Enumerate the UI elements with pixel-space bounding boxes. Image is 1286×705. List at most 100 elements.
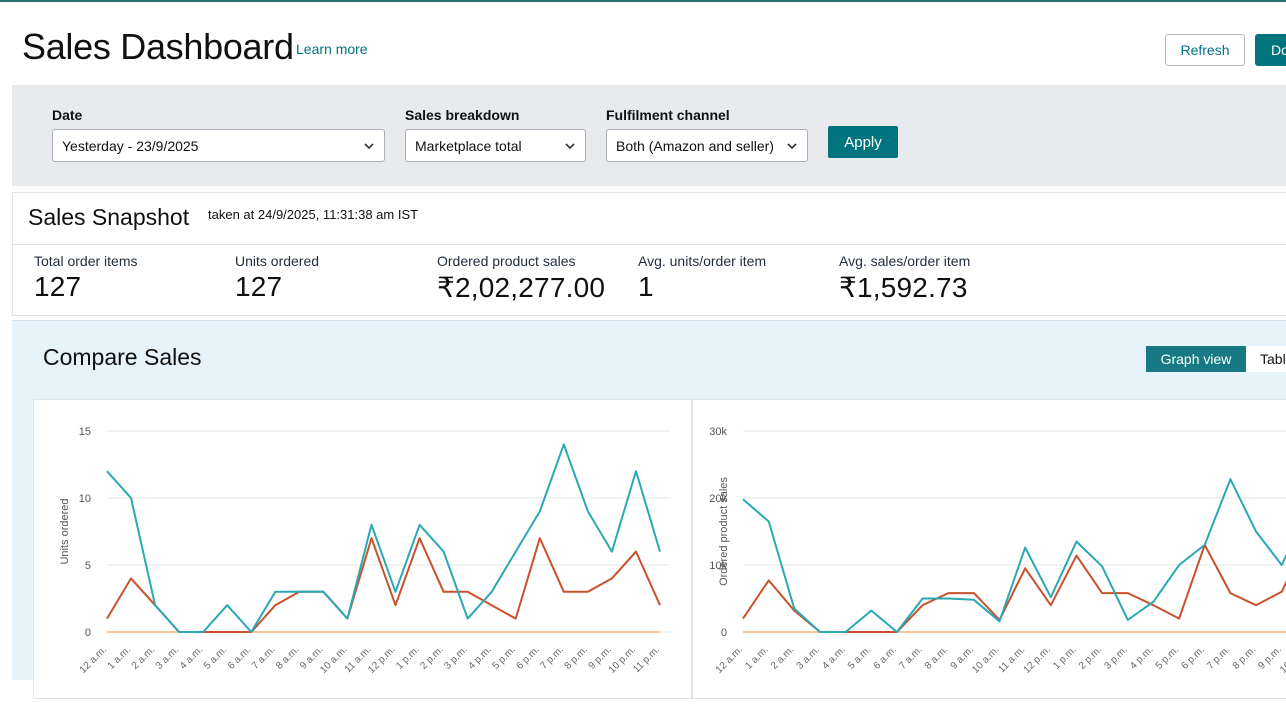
x-tick-label: 10 a.m. bbox=[318, 644, 349, 675]
fulfilment-channel-label: Fulfilment channel bbox=[606, 107, 730, 123]
x-tick-label: 3 p.m. bbox=[442, 644, 469, 671]
x-tick-label: 7 a.m. bbox=[897, 644, 924, 671]
x-tick-label: 1 p.m. bbox=[1051, 644, 1078, 671]
y-tick-label: 20k bbox=[709, 493, 727, 505]
x-tick-label: 6 a.m. bbox=[872, 644, 899, 671]
metric-value: 127 bbox=[235, 271, 283, 302]
y-tick-label: 10 bbox=[79, 493, 91, 505]
metric-value: ₹2,02,277.00 bbox=[437, 272, 606, 303]
learn-more-link[interactable]: Learn more bbox=[296, 41, 368, 57]
x-tick-label: 5 a.m. bbox=[846, 644, 873, 671]
x-tick-label: 12 a.m. bbox=[714, 644, 745, 675]
x-tick-label: 5 a.m. bbox=[202, 644, 229, 671]
sales-breakdown-label: Sales breakdown bbox=[405, 107, 520, 123]
x-tick-label: 2 a.m. bbox=[769, 644, 796, 671]
x-tick-label: 12 p.m. bbox=[366, 644, 397, 675]
metric-label: Avg. sales/order item bbox=[839, 253, 971, 269]
snapshot-timestamp: taken at 24/9/2025, 11:31:38 am IST bbox=[208, 207, 419, 222]
metric-units-ordered: Units ordered 127 bbox=[235, 253, 319, 303]
chevron-down-icon bbox=[364, 143, 374, 150]
series-line-0 bbox=[106, 443, 661, 633]
x-tick-label: 1 a.m. bbox=[106, 644, 133, 671]
y-tick-label: 10k bbox=[709, 560, 727, 572]
x-tick-label: 8 p.m. bbox=[563, 644, 590, 671]
x-tick-label: 11 a.m. bbox=[996, 644, 1027, 675]
metric-label: Units ordered bbox=[235, 253, 320, 269]
x-tick-label: 7 a.m. bbox=[250, 644, 277, 671]
series-line-1 bbox=[742, 543, 1286, 633]
date-select[interactable]: Yesterday - 23/9/2025 bbox=[52, 129, 385, 162]
x-tick-label: 12 a.m. bbox=[78, 644, 109, 675]
top-accent-line bbox=[0, 0, 1286, 2]
x-tick-label: 10 a.m. bbox=[970, 644, 1001, 675]
metric-value: 127 bbox=[34, 271, 82, 302]
metric-avg-units-per-order-item: Avg. units/order item 1 bbox=[638, 253, 766, 303]
sales-snapshot-panel: Sales Snapshot taken at 24/9/2025, 11:31… bbox=[12, 192, 1286, 316]
x-tick-label: 2 a.m. bbox=[130, 644, 157, 671]
x-tick-label: 12 p.m. bbox=[1022, 644, 1053, 675]
compare-sales-panel: Compare Sales Graph view Tabl 0 5 10 15 Unit… bbox=[12, 320, 1286, 699]
date-label: Date bbox=[52, 107, 83, 123]
fulfilment-channel-value: Both (Amazon and seller) bbox=[616, 137, 774, 154]
compare-sales-title: Compare Sales bbox=[43, 344, 202, 370]
y-tick-label: 0 bbox=[721, 627, 727, 639]
x-tick-label: 6 p.m. bbox=[1179, 644, 1206, 671]
x-tick-label: 1 a.m. bbox=[743, 644, 770, 671]
metric-value: 1 bbox=[638, 271, 654, 302]
graph-view-toggle[interactable]: Graph view bbox=[1146, 346, 1246, 372]
x-tick-label: 5 p.m. bbox=[490, 644, 517, 671]
refresh-button[interactable]: Refresh bbox=[1165, 34, 1245, 66]
table-view-toggle[interactable]: Tabl bbox=[1246, 346, 1286, 372]
x-tick-label: 4 p.m. bbox=[1128, 644, 1155, 671]
sales-breakdown-select[interactable]: Marketplace total bbox=[405, 129, 586, 162]
x-tick-label: 4 a.m. bbox=[178, 644, 205, 671]
apply-button[interactable]: Apply bbox=[828, 126, 898, 158]
sales-breakdown-value: Marketplace total bbox=[415, 137, 522, 154]
units-ordered-chart-card: 0 5 10 15 Units ordered 12 a.m. 1 a.m. 2 a.m. 3 … bbox=[33, 399, 692, 699]
chevron-down-icon bbox=[787, 143, 797, 150]
x-tick-label: 7 p.m. bbox=[539, 644, 566, 671]
fulfilment-channel-select[interactable]: Both (Amazon and seller) bbox=[606, 129, 808, 162]
x-tick-label: 8 a.m. bbox=[274, 644, 301, 671]
snapshot-title: Sales Snapshot bbox=[28, 204, 190, 230]
x-tick-label: 3 a.m. bbox=[154, 644, 181, 671]
date-select-value: Yesterday - 23/9/2025 bbox=[62, 137, 199, 154]
metric-label: Ordered product sales bbox=[437, 253, 576, 269]
x-tick-label: 6 a.m. bbox=[226, 644, 253, 671]
y-axis-label: Ordered product sales bbox=[718, 477, 730, 586]
y-tick-label: 30k bbox=[709, 426, 727, 438]
x-tick-label: 4 a.m. bbox=[820, 644, 847, 671]
x-tick-label: 8 p.m. bbox=[1231, 644, 1258, 671]
y-axis-label: Units ordered bbox=[59, 498, 71, 564]
y-tick-label: 15 bbox=[79, 426, 91, 438]
x-tick-label: 6 p.m. bbox=[514, 644, 541, 671]
x-tick-label: 5 p.m. bbox=[1154, 644, 1181, 671]
series-line-0 bbox=[742, 478, 1286, 633]
download-button[interactable]: Do bbox=[1255, 34, 1286, 66]
metric-ordered-product-sales: Ordered product sales ₹2,02,277.00 bbox=[437, 253, 605, 304]
snapshot-header: Sales Snapshot taken at 24/9/2025, 11:31… bbox=[13, 193, 1286, 245]
x-tick-label: 3 p.m. bbox=[1102, 644, 1129, 671]
x-tick-label: 2 p.m. bbox=[418, 644, 445, 671]
metric-avg-sales-per-order-item: Avg. sales/order item ₹1,592.73 bbox=[839, 253, 970, 304]
x-tick-label: 3 a.m. bbox=[795, 644, 822, 671]
page-title: Sales Dashboard bbox=[22, 26, 294, 67]
x-tick-label: 2 p.m. bbox=[1077, 644, 1104, 671]
filter-bar: Date Yesterday - 23/9/2025 Sales breakdo… bbox=[12, 85, 1286, 186]
product-sales-chart-card: 0 10k 20k 30k Ordered product sales 12 a.m. 1 … bbox=[692, 399, 1286, 699]
series-line-1 bbox=[106, 537, 661, 633]
x-tick-label: 1 p.m. bbox=[394, 644, 421, 671]
y-tick-label: 0 bbox=[85, 627, 91, 639]
x-tick-label: 4 p.m. bbox=[466, 644, 493, 671]
x-tick-label: 11 p.m. bbox=[631, 644, 662, 675]
metric-total-order-items: Total order items 127 bbox=[34, 253, 137, 303]
x-tick-label: 7 p.m. bbox=[1205, 644, 1232, 671]
x-tick-label: 10 p.m. bbox=[607, 644, 638, 675]
chevron-down-icon bbox=[565, 143, 575, 150]
x-tick-label: 8 a.m. bbox=[923, 644, 950, 671]
y-tick-label: 5 bbox=[85, 560, 91, 572]
metric-label: Avg. units/order item bbox=[638, 253, 767, 269]
metric-label: Total order items bbox=[34, 253, 138, 269]
